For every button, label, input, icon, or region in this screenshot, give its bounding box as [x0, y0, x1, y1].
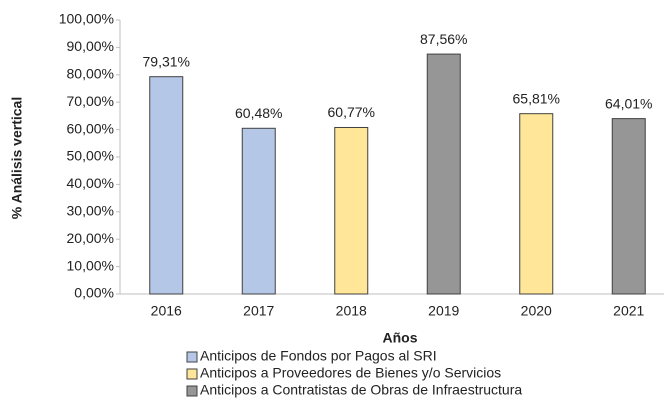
bar: [149, 76, 184, 295]
legend-label: Anticipos a Proveedores de Bienes y/o Se…: [200, 365, 501, 381]
y-tick-label: 10,00%: [67, 257, 114, 273]
value-label: 87,56%: [420, 31, 467, 47]
value-label: 60,48%: [235, 105, 282, 121]
y-tick-label: 40,00%: [67, 175, 114, 191]
value-label: 79,31%: [143, 53, 190, 69]
x-tick-label: 2016: [151, 303, 182, 319]
value-label: 65,81%: [513, 90, 560, 106]
legend-swatch: [186, 368, 198, 380]
value-label: 60,77%: [328, 104, 375, 120]
bar: [241, 127, 276, 295]
y-tick-label: 0,00%: [74, 285, 114, 301]
legend-swatch: [186, 385, 198, 397]
legend-swatch: [186, 351, 198, 363]
y-tick-label: 60,00%: [67, 120, 114, 136]
y-tick-label: 70,00%: [67, 93, 114, 109]
y-tick-label: 80,00%: [67, 66, 114, 82]
legend-label: Anticipos de Fondos por Pagos al SRI: [200, 348, 437, 364]
bar: [611, 118, 646, 295]
legend-label: Anticipos a Contratistas de Obras de Inf…: [200, 382, 522, 398]
y-tick-label: 30,00%: [67, 203, 114, 219]
x-tick-label: 2019: [428, 303, 459, 319]
y-tick-label: 50,00%: [67, 148, 114, 164]
bar: [334, 126, 369, 295]
x-axis-title: Años: [383, 330, 418, 346]
bar: [426, 53, 461, 295]
value-label: 64,01%: [605, 95, 652, 111]
y-axis-title: % Análisis vertical: [9, 97, 25, 219]
y-tick-label: 90,00%: [67, 38, 114, 54]
x-tick-label: 2021: [613, 303, 644, 319]
y-tick-label: 100,00%: [59, 11, 114, 27]
x-tick-label: 2018: [336, 303, 367, 319]
x-tick-label: 2017: [243, 303, 274, 319]
y-tick-label: 20,00%: [67, 230, 114, 246]
x-tick-label: 2020: [521, 303, 552, 319]
bar: [519, 113, 554, 295]
